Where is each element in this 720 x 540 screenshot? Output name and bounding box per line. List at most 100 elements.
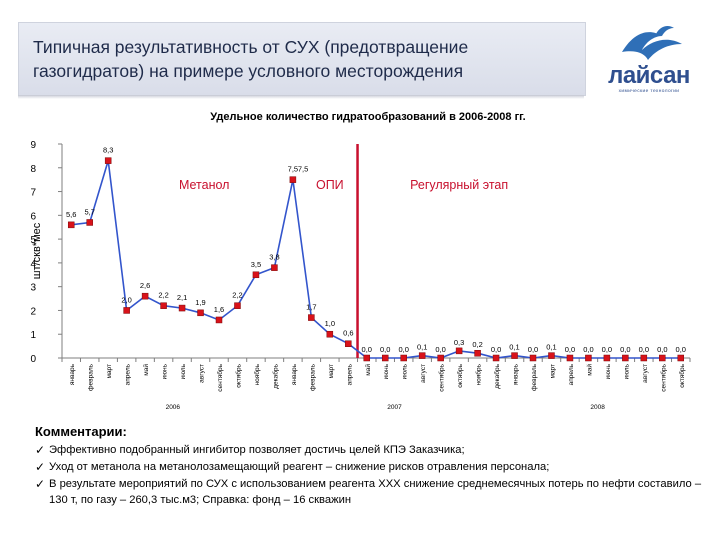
x-tick-label: январь: [69, 363, 76, 385]
chart: Удельное количество гидратообразований в…: [0, 0, 720, 420]
data-label: 3,8: [269, 253, 279, 262]
x-tick-label: апрель: [346, 363, 353, 385]
data-label: 0,1: [509, 343, 519, 352]
data-label: 3,5: [251, 260, 261, 269]
data-point: [512, 353, 518, 359]
comments-list: ✓ Эффективно подобранный ингибитор позвол…: [35, 442, 715, 509]
data-label: 0,3: [454, 338, 464, 347]
x-tick-label: ноябрь: [253, 363, 261, 385]
x-tick-label: июнь: [383, 363, 390, 379]
data-point: [678, 355, 684, 361]
y-tick-label: 9: [30, 140, 36, 151]
series-line: [71, 161, 681, 358]
data-point: [475, 350, 481, 356]
data-point: [87, 219, 93, 225]
data-label: 0,2: [472, 340, 482, 349]
data-point: [364, 355, 370, 361]
data-point: [124, 307, 130, 313]
year-label: 2006: [166, 404, 181, 411]
data-point: [382, 355, 388, 361]
data-point: [345, 341, 351, 347]
x-tick-label: июнь: [162, 363, 169, 379]
data-label-extra: 7,5: [298, 165, 308, 174]
data-label: 0,0: [676, 345, 686, 354]
x-tick-label: октябрь: [678, 363, 686, 387]
data-point: [308, 315, 314, 321]
y-tick-label: 8: [30, 164, 36, 175]
x-tick-label: май: [585, 364, 593, 376]
chart-title: Удельное количество гидратообразований в…: [210, 111, 525, 123]
data-label: 0,0: [620, 345, 630, 354]
data-point: [622, 355, 628, 361]
year-label: 2007: [387, 404, 402, 411]
x-tick-label: июнь: [605, 363, 612, 379]
data-label: 8,3: [103, 146, 113, 155]
data-label: 1,0: [325, 319, 335, 328]
data-label: 0,1: [417, 343, 427, 352]
check-icon: ✓: [35, 442, 45, 458]
x-tick-label: май: [364, 364, 372, 376]
data-point: [567, 355, 573, 361]
x-tick-label: март: [328, 364, 335, 379]
check-icon: ✓: [35, 459, 45, 475]
data-label: 0,0: [602, 345, 612, 354]
y-tick-label: 7: [30, 188, 36, 199]
y-tick-label: 2: [30, 306, 36, 317]
comment-item: ✓ Эффективно подобранный ингибитор позвол…: [35, 442, 715, 458]
data-point: [142, 293, 148, 299]
data-label: 5,6: [66, 210, 76, 219]
data-label: 0,0: [528, 345, 538, 354]
data-point: [105, 158, 111, 164]
data-point: [659, 355, 665, 361]
x-tick-label: декабрь: [271, 363, 279, 388]
x-tick-label: январь: [291, 363, 298, 385]
y-tick-label: 1: [30, 330, 36, 341]
data-label: 1,6: [214, 305, 224, 314]
data-label: 0,6: [343, 329, 353, 338]
data-label: 0,1: [546, 343, 556, 352]
y-tick-label: 0: [30, 354, 36, 365]
y-tick-label: 4: [30, 259, 36, 270]
data-label: 2,0: [121, 295, 131, 304]
data-label: 0,0: [491, 345, 501, 354]
comment-text: Уход от метанола на метанолозамещающий р…: [49, 461, 549, 473]
data-point: [271, 265, 277, 271]
y-tick-label: 3: [30, 283, 36, 294]
data-point: [234, 303, 240, 309]
data-label: 7,5: [288, 165, 298, 174]
data-point: [68, 222, 74, 228]
comment-text: Эффективно подобранный ингибитор позволя…: [49, 444, 465, 456]
comment-text: В результате мероприятий по СУХ с исполь…: [49, 478, 701, 506]
data-label: 0,0: [435, 345, 445, 354]
x-tick-label: май: [142, 364, 150, 376]
comment-item: ✓ Уход от метанола на метанолозамещающий …: [35, 459, 715, 475]
data-label: 1,9: [195, 298, 205, 307]
data-point: [641, 355, 647, 361]
comment-item: ✓ В результате мероприятий по СУХ с испол…: [35, 476, 715, 508]
x-tick-label: октябрь: [456, 363, 464, 387]
x-tick-label: февраль: [309, 363, 316, 390]
x-tick-label: март: [549, 364, 556, 379]
x-tick-label: сентябрь: [659, 363, 667, 391]
data-point: [290, 177, 296, 183]
data-label: 0,0: [380, 345, 390, 354]
data-label: 0,0: [362, 345, 372, 354]
data-point: [493, 355, 499, 361]
y-tick-label: 6: [30, 211, 36, 222]
data-label: 0,0: [657, 345, 667, 354]
phase-label: Метанол: [179, 178, 230, 192]
x-tick-label: август: [199, 364, 206, 383]
data-label: 2,2: [158, 291, 168, 300]
data-point: [161, 303, 167, 309]
data-point: [216, 317, 222, 323]
data-point: [456, 348, 462, 354]
data-point: [438, 355, 444, 361]
x-tick-label: апрель: [568, 363, 575, 385]
check-icon: ✓: [35, 476, 45, 492]
comments-title: Комментарии:: [35, 424, 127, 439]
x-tick-label: февраль: [88, 363, 95, 390]
data-label: 0,0: [565, 345, 575, 354]
data-point: [419, 353, 425, 359]
data-label: 2,1: [177, 293, 187, 302]
x-tick-label: октябрь: [234, 363, 242, 387]
